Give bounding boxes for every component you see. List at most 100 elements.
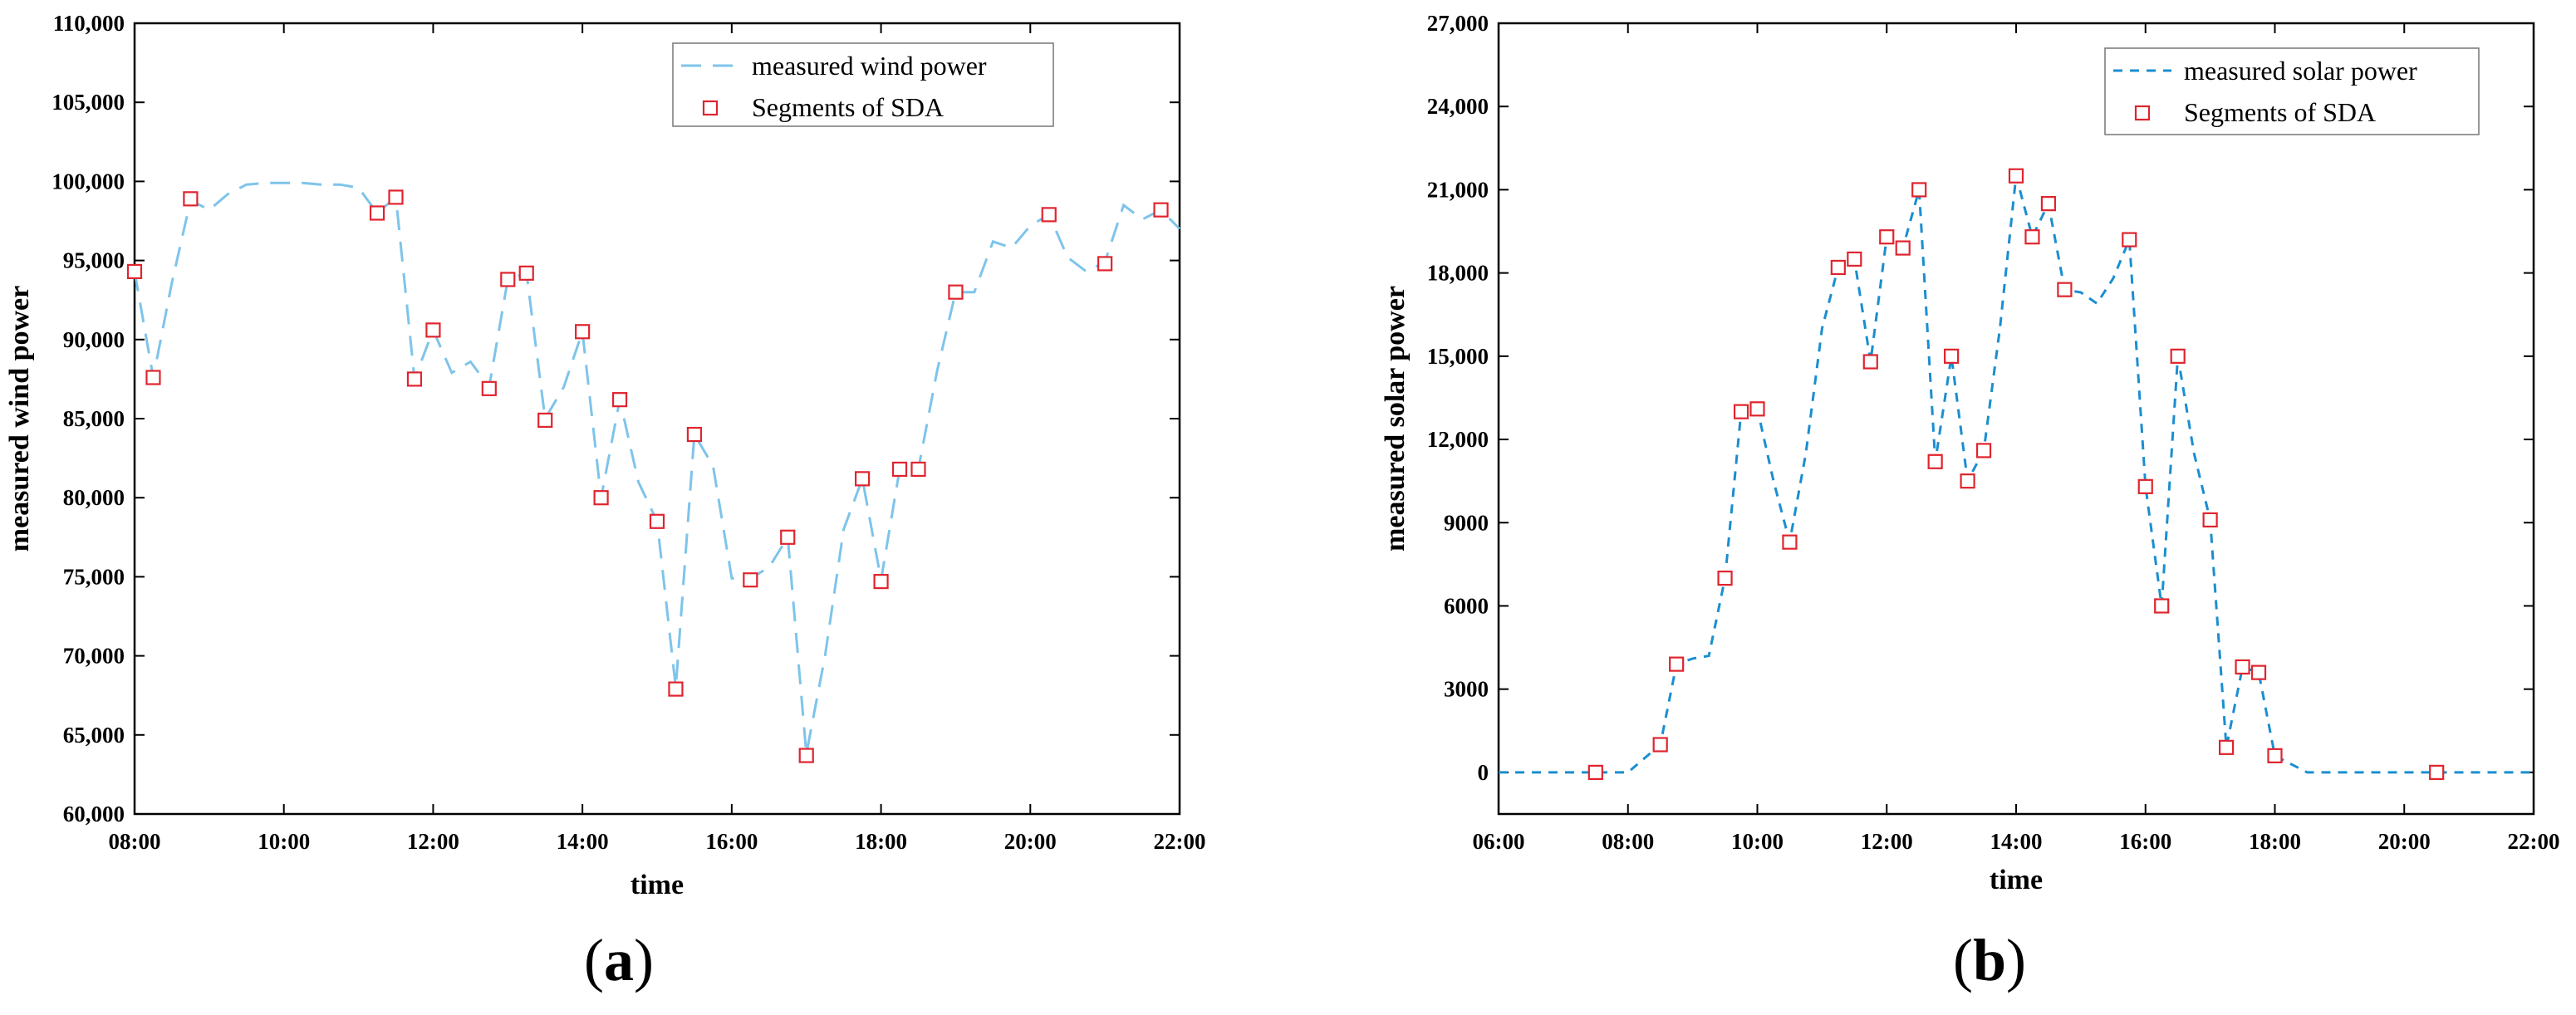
sda-marker-a <box>388 189 404 205</box>
y-tick-label-b: 21,000 <box>1427 177 1489 202</box>
y-tick-label-b: 12,000 <box>1427 427 1489 452</box>
y-tick-label-b: 9000 <box>1444 510 1489 535</box>
x-tick-label-b: 20:00 <box>2378 829 2431 854</box>
legend-box-b <box>2104 47 2480 135</box>
y-tick-label-b: 0 <box>1478 760 1489 785</box>
sda-marker-a <box>668 681 684 697</box>
y-tick-label-a: 75,000 <box>63 564 125 589</box>
sda-marker-a <box>743 572 758 588</box>
y-tick-label-a: 70,000 <box>63 644 125 669</box>
y-tick-label-a: 65,000 <box>63 723 125 748</box>
y-tick-label-b: 3000 <box>1444 677 1489 702</box>
x-tick-label-a: 08:00 <box>109 829 161 854</box>
x-axis-label-b: time <box>1990 865 2043 895</box>
y-axis-label-b: measured solar power <box>1380 286 1411 552</box>
sda-marker-b <box>1587 764 1603 780</box>
x-tick-label-b: 06:00 <box>1473 829 1525 854</box>
sda-marker-b <box>2202 512 2218 528</box>
y-axis-label-a: measured wind power <box>4 286 35 552</box>
y-tick-label-a: 100,000 <box>52 169 125 194</box>
x-axis-label-a: time <box>631 870 684 900</box>
sda-marker-a <box>948 284 964 300</box>
sda-marker-a <box>481 380 497 396</box>
sda-marker-a <box>780 529 796 545</box>
sda-marker-a <box>518 265 534 281</box>
x-tick-label-b: 14:00 <box>1990 829 2043 854</box>
y-tick-label-b: 24,000 <box>1427 94 1489 119</box>
y-tick-label-a: 90,000 <box>63 327 125 352</box>
y-tick-label-a: 60,000 <box>63 802 125 826</box>
y-tick-label-a: 95,000 <box>63 248 125 273</box>
sda-marker-b <box>2218 739 2235 755</box>
sda-marker-b <box>2250 664 2267 680</box>
y-tick-label-a: 80,000 <box>63 485 125 510</box>
y-tick-label-a: 110,000 <box>53 11 125 36</box>
panel-b-solar-chart: 06:00 08:00 10:00 12:00 14:00 16:00 18:00 20:00… <box>1380 11 2560 993</box>
series-line-b <box>1499 175 2534 774</box>
y-tick-label-b: 27,000 <box>1427 11 1489 36</box>
y-tick-label-b: 18,000 <box>1427 261 1489 286</box>
sda-marker-b <box>1911 182 1927 198</box>
sda-marker-b <box>1927 454 1943 469</box>
x-tick-label-b: 16:00 <box>2119 829 2171 854</box>
sda-marker-a <box>1097 256 1113 272</box>
panel-caption-b: (b) <box>1953 927 2026 993</box>
sda-marker-b <box>1669 656 1685 672</box>
sda-marker-b <box>2008 168 2024 184</box>
panel-caption-a: (a) <box>584 927 654 993</box>
sda-marker-b <box>2057 282 2073 297</box>
y-tick-label-b: 15,000 <box>1427 344 1489 369</box>
sda-marker-a <box>798 748 814 763</box>
legend-marker-swatch-b <box>2134 105 2151 121</box>
series-line-a <box>133 181 1181 754</box>
sda-marker-b <box>1975 443 1992 458</box>
sda-marker-a <box>500 272 516 287</box>
x-tick-label-a: 14:00 <box>557 829 609 854</box>
x-tick-label-a: 12:00 <box>407 829 459 854</box>
x-tick-label-a: 22:00 <box>1154 829 1206 854</box>
sda-marker-b <box>1944 348 1960 364</box>
sda-marker-a <box>873 574 889 590</box>
y-tick-label-a: 85,000 <box>63 406 125 431</box>
sda-marker-a <box>425 322 441 338</box>
x-tick-label-b: 10:00 <box>1731 829 1784 854</box>
x-tick-label-b: 18:00 <box>2249 829 2301 854</box>
sda-marker-a <box>406 371 423 387</box>
legend-box-a <box>672 42 1054 127</box>
sda-marker-b <box>1960 473 1975 489</box>
sda-marker-b <box>2122 232 2137 248</box>
sda-marker-a <box>611 392 628 408</box>
sda-marker-a <box>891 461 908 478</box>
x-tick-label-a: 18:00 <box>855 829 907 854</box>
sda-marker-a <box>1041 207 1057 223</box>
legend-label-markers-b: Segments of SDA <box>2184 97 2376 127</box>
sda-marker-b <box>2040 196 2057 212</box>
x-tick-label-b: 22:00 <box>2508 829 2560 854</box>
sda-marker-a <box>126 263 143 280</box>
sda-marker-b <box>1895 240 1911 256</box>
sda-marker-b <box>2137 478 2153 494</box>
legend-label-line-b: measured solar power <box>2184 56 2417 86</box>
legend-label-markers-a: Segments of SDA <box>752 92 944 122</box>
sda-marker-b <box>1830 259 1846 276</box>
sda-marker-b <box>2267 748 2283 763</box>
plot-frame-b <box>1497 22 2535 816</box>
sda-marker-b <box>2154 598 2170 614</box>
sda-marker-a <box>686 426 703 443</box>
panel-a-wind-chart: 08:00 10:00 12:00 14:00 16:00 18:00 20:00 22:00… <box>4 11 1206 993</box>
x-tick-label-a: 10:00 <box>258 829 310 854</box>
y-tick-label-a: 105,000 <box>52 90 125 115</box>
x-tick-label-b: 12:00 <box>1861 829 1913 854</box>
sda-marker-a <box>145 370 161 385</box>
sda-marker-b <box>2024 229 2040 245</box>
sda-marker-a <box>575 324 591 340</box>
sda-marker-b <box>1652 737 1668 753</box>
sda-marker-b <box>1733 404 1749 419</box>
sda-marker-a <box>593 490 609 506</box>
sda-marker-a <box>1153 202 1169 218</box>
sda-marker-b <box>1862 354 1878 370</box>
sda-marker-a <box>910 461 926 478</box>
sda-marker-a <box>537 412 553 429</box>
sda-marker-a <box>369 205 385 221</box>
